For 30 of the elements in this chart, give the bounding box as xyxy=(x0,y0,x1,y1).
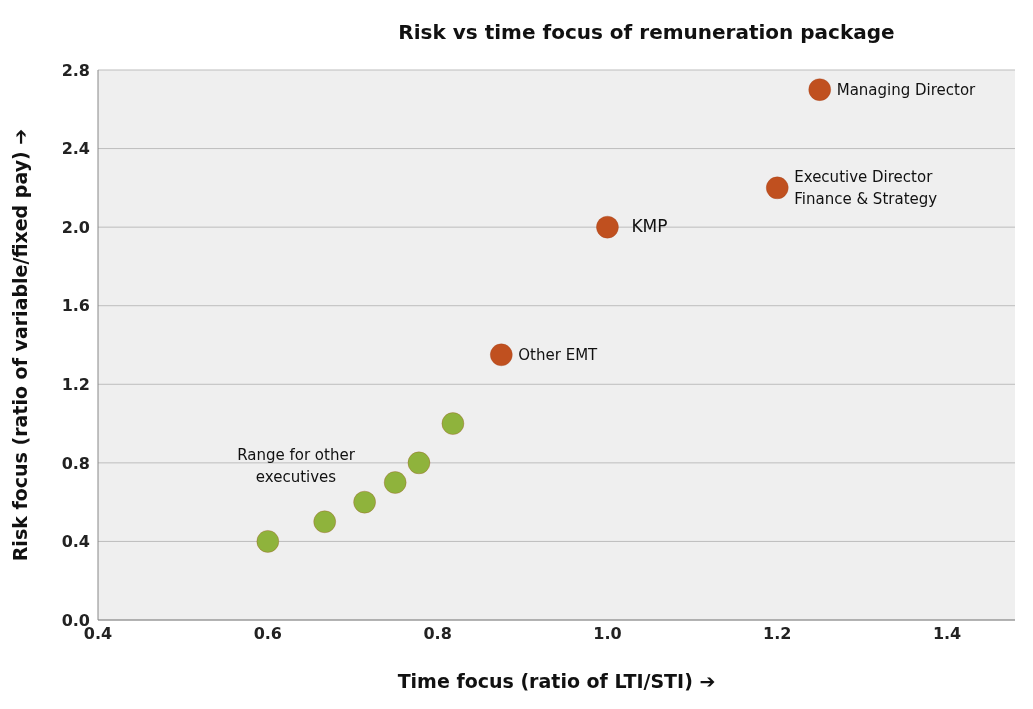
point xyxy=(595,215,619,239)
chart-title: Risk vs time focus of remuneration package xyxy=(397,19,896,46)
point xyxy=(383,471,407,494)
y-tick-label: 2.8 xyxy=(61,60,90,80)
y-axis-title: Risk focus (ratio of variable/fixed pay) ➔ xyxy=(8,128,31,562)
point xyxy=(489,343,513,367)
y-tick-label: 0.8 xyxy=(61,453,90,473)
x-tick-label: 1.2 xyxy=(763,624,792,644)
point xyxy=(353,490,377,514)
annotation: Other EMT xyxy=(518,345,599,364)
point xyxy=(256,529,280,553)
y-tick-label: 1.6 xyxy=(61,296,90,316)
y-tick-label: 0.4 xyxy=(61,532,90,552)
point xyxy=(313,510,337,534)
x-tick-label: 1.4 xyxy=(932,624,962,644)
x-tick-label: 0.8 xyxy=(423,624,452,644)
point xyxy=(808,78,832,102)
annotation: Range for other executives xyxy=(236,445,356,488)
y-tick-label: 2.0 xyxy=(61,217,90,237)
y-tick-label: 1.2 xyxy=(61,374,90,394)
x-tick-label: 0.6 xyxy=(253,624,282,644)
point xyxy=(441,412,465,436)
annotation: KMP xyxy=(631,216,668,237)
annotation: Executive Director Finance & Strategy xyxy=(794,167,938,208)
point xyxy=(407,451,431,475)
point xyxy=(765,176,789,200)
y-tick-label: 2.4 xyxy=(61,139,90,159)
annotation: Managing Director xyxy=(836,80,977,99)
x-axis-title: Time focus (ratio of LTI/STI) ➔ xyxy=(397,670,716,692)
x-tick-label: 1.0 xyxy=(593,624,622,644)
